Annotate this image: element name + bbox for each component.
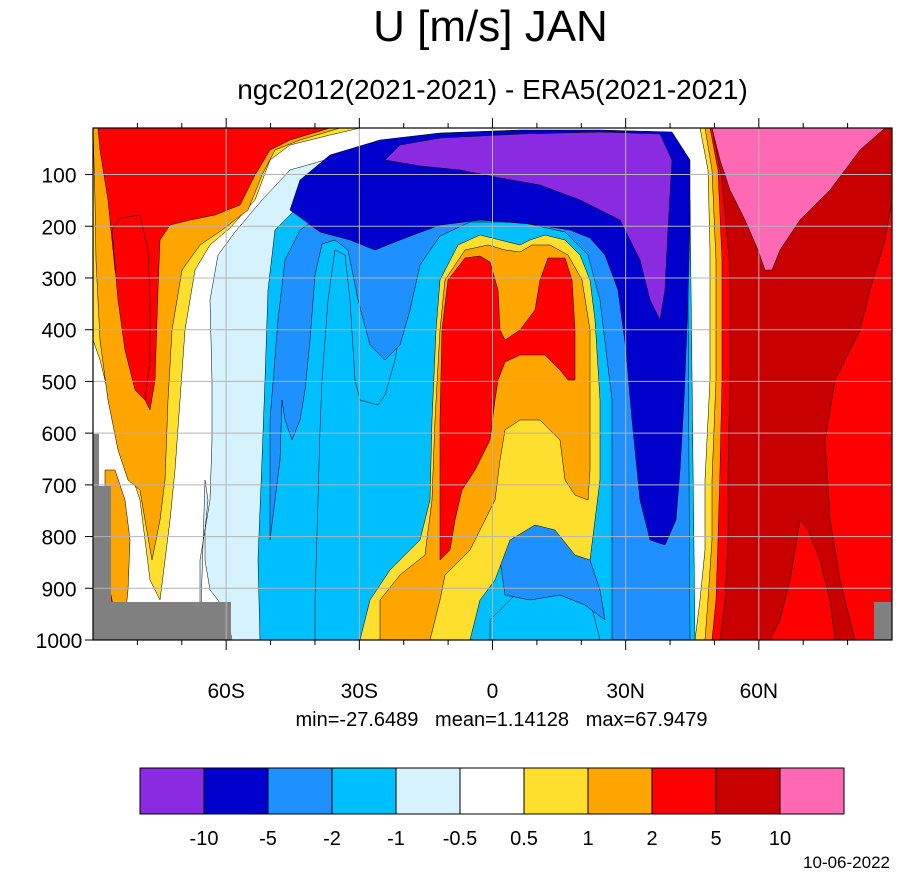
chart-subtitle: ngc2012(2021-2021) - ERA5(2021-2021)	[237, 74, 748, 105]
colorbar-swatch	[523, 767, 589, 815]
x-tick-label: 0	[487, 680, 499, 703]
y-tick-label: 600	[41, 423, 76, 446]
colorbar-swatch	[459, 767, 525, 815]
stat-mean: mean=1.14128	[435, 709, 570, 731]
colorbar-label: -5	[259, 828, 277, 850]
y-tick-label: 800	[41, 527, 76, 550]
colorbar-label: -0.5	[443, 828, 477, 850]
x-tick-label: 60N	[740, 680, 779, 703]
colorbar-swatch	[267, 767, 333, 815]
colorbar-swatch	[715, 767, 781, 815]
colorbar-label: 1	[582, 828, 593, 850]
y-tick-label: 500	[41, 371, 76, 394]
stat-max: max=67.9479	[585, 709, 708, 731]
colorbar-label: 2	[646, 828, 657, 850]
colorbar-swatch	[587, 767, 653, 815]
band-orange-south	[93, 128, 591, 640]
x-tick-label: 60S	[207, 680, 244, 703]
colorbar-swatch	[395, 767, 461, 815]
missing-mask-right	[874, 602, 892, 640]
colorbar-swatch	[331, 767, 397, 815]
missing-mask-bottom-left	[93, 602, 231, 640]
x-axis: 60S 30S 0 30N 60N	[136, 118, 849, 703]
band-pink-north	[711, 128, 886, 271]
x-tick-label: 30S	[341, 680, 378, 703]
colorbar-label: 5	[710, 828, 721, 850]
y-tick-label: 100	[41, 165, 76, 188]
y-tick-label: 700	[41, 475, 76, 498]
y-tick-label: 300	[41, 268, 76, 291]
colorbar-label: -2	[323, 828, 341, 850]
grid-lines	[93, 128, 892, 640]
stats-line: min=-27.6489 mean=1.14128 max=67.9479	[0, 709, 901, 732]
stat-min: min=-27.6489	[295, 709, 419, 731]
colorbar-swatch	[651, 767, 717, 815]
y-tick-label: 200	[41, 216, 76, 239]
colorbar-label: 10	[769, 828, 791, 850]
colorbar-swatch	[139, 767, 205, 815]
y-tick-label: 400	[41, 320, 76, 343]
y-tick-label: 1000	[36, 630, 83, 653]
colorbar-label: 0.5	[510, 828, 538, 850]
band-violet	[384, 131, 673, 321]
missing-mask-left-strip	[93, 486, 111, 606]
x-tick-label: 30N	[606, 680, 645, 703]
colorbar-label: -1	[387, 828, 405, 850]
y-tick-label: 900	[41, 578, 76, 601]
chart-title: U [m/s] JAN	[373, 2, 608, 51]
missing-mask-left-top	[93, 434, 99, 494]
band-navy	[289, 129, 691, 546]
y-axis: 100 200 300 400 500 600 700 800 900 1000	[36, 165, 93, 653]
date-stamp: 10-06-2022	[803, 853, 890, 872]
colorbar-swatch	[779, 767, 845, 815]
colorbar-swatch	[203, 767, 269, 815]
colorbar: -10 -5 -2 -1 -0.5 0.5 1 2 5 10	[139, 767, 845, 850]
colorbar-label: -10	[190, 828, 219, 850]
band-darkred-north	[711, 128, 892, 640]
